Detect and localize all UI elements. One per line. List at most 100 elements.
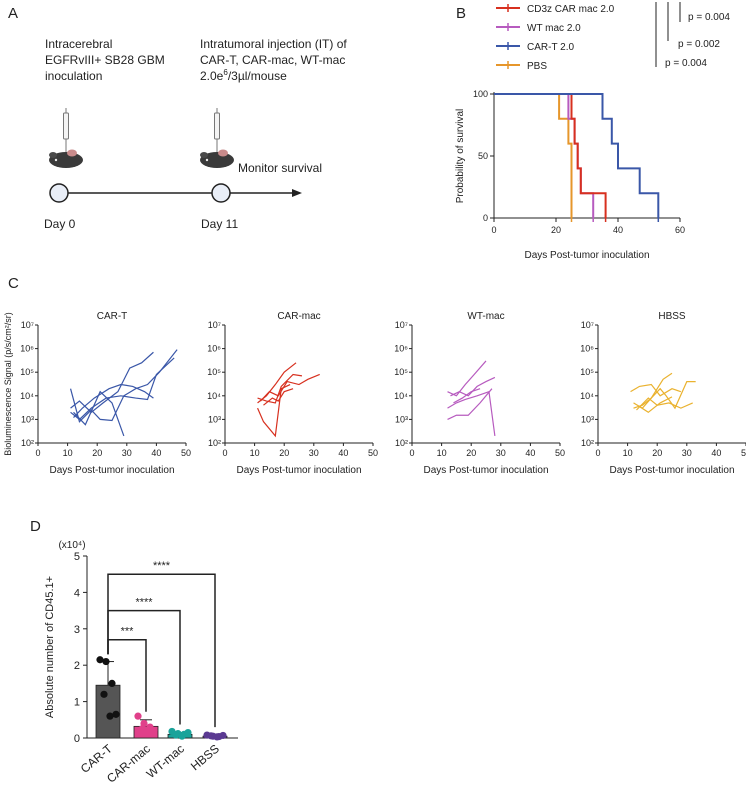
survival-curve-pbs <box>494 93 573 218</box>
schematic-left-text: Intracerebral EGFRvIII+ SB28 GBM inocula… <box>45 37 165 83</box>
significance-label: *** <box>121 626 135 638</box>
y-tick-label: 10⁷ <box>395 320 408 330</box>
significance-bracket <box>107 573 216 728</box>
schematic-left-line: inoculation <box>45 69 102 83</box>
x-tick-label: 10 <box>63 448 73 458</box>
x-tick-label: 0 <box>409 448 414 458</box>
survival-curve-carmac <box>494 93 607 218</box>
x-tick-label: 40 <box>151 448 161 458</box>
x-axis-label: Days Post-tumor inoculation <box>609 465 734 476</box>
x-tick-label: 50 <box>555 448 565 458</box>
y-tick-label: 4 <box>74 587 80 599</box>
bli-series-line <box>70 357 175 421</box>
pvalue-label: p = 0.004 <box>665 58 707 69</box>
dose-main: 2.0e <box>200 69 224 83</box>
bli-plot-wtmac: 0 10 20 30 40 50 10² 10³ 10⁴ 10⁵ 10⁶ 10⁷ WT-mac Days … <box>394 311 565 476</box>
legend-label: CD3z CAR mac 2.0 <box>527 4 615 15</box>
y-tick-label: 10³ <box>581 414 594 424</box>
bli-series-line <box>73 383 154 418</box>
y-tick-label: 3 <box>74 624 80 636</box>
bli-series-line <box>633 380 696 410</box>
bli-series-line <box>69 349 178 423</box>
plot-title: CAR-mac <box>277 311 320 322</box>
data-point <box>207 732 215 740</box>
y-axis-label: Probability of survival <box>455 109 466 203</box>
x-tick-label: 0 <box>595 448 600 458</box>
y-tick-label: 10² <box>395 438 408 448</box>
data-point <box>140 719 148 728</box>
x-tick-label: 0 <box>491 225 496 235</box>
day0-label: Day 0 <box>44 217 76 231</box>
x-axis-label: Days Post-tumor inoculation <box>49 465 174 476</box>
pvalue-label: p = 0.004 <box>688 12 730 23</box>
x-tick-label: 30 <box>122 448 132 458</box>
data-point <box>219 731 227 740</box>
bioluminescence-plots: 0 10 20 30 40 50 10² 10³ 10⁴ 10⁵ 10⁶ 10⁷ CAR-T Days P… <box>3 311 746 476</box>
bli-series-line <box>453 388 481 404</box>
y-tick-label: 10³ <box>208 414 221 424</box>
panel-label-b: B <box>456 5 466 22</box>
bli-series-line <box>257 383 291 438</box>
schematic-right-text: Intratumoral injection (IT) of CAR-T, CA… <box>200 37 347 83</box>
data-point <box>106 712 114 720</box>
x-tick-label: 50 <box>181 448 191 458</box>
y-tick-label: 10⁴ <box>207 391 221 401</box>
bli-plot-cart: 0 10 20 30 40 50 10² 10³ 10⁴ 10⁵ 10⁶ 10⁷ CAR-T Days P… <box>20 311 191 476</box>
bli-series-line <box>639 396 673 414</box>
y-tick-label: 10³ <box>395 414 408 424</box>
data-point <box>178 732 186 740</box>
y-axis-unit: (x10⁴) <box>58 540 85 551</box>
bli-series-line <box>73 390 125 437</box>
x-axis-label: Days Post-tumor inoculation <box>423 465 548 476</box>
y-tick-label: 10⁷ <box>208 320 221 330</box>
x-tick-label: 30 <box>309 448 319 458</box>
x-tick-label: 40 <box>525 448 535 458</box>
y-tick-label: 50 <box>478 151 488 161</box>
schematic-left-line: Intracerebral <box>45 37 112 51</box>
y-tick-label: 0 <box>74 733 80 745</box>
data-point <box>96 656 104 664</box>
timepoint-marker-day0 <box>49 183 69 203</box>
x-tick-label: 10 <box>437 448 447 458</box>
category-label: HBSS <box>188 742 222 774</box>
y-tick-label: 10⁶ <box>394 344 408 354</box>
bli-series-line <box>260 373 320 402</box>
syringe-icon <box>214 108 220 152</box>
schematic-left-line: EGFRvIII+ SB28 GBM <box>45 53 165 67</box>
schematic-dose: 2.0e6/3µl/mouse <box>200 68 287 83</box>
bli-series-line <box>447 360 487 397</box>
timepoint-marker-day11 <box>211 183 231 203</box>
survival-curve-cart <box>494 93 660 218</box>
x-tick-label: 30 <box>682 448 692 458</box>
y-tick-label: 10² <box>208 438 221 448</box>
data-point <box>100 690 108 698</box>
y-tick-label: 10⁷ <box>581 320 594 330</box>
y-tick-label: 10² <box>581 438 594 448</box>
data-point <box>102 657 110 666</box>
y-axis-label: Bioluminescence Signal (p/s/cm²/sr) <box>3 312 13 456</box>
panel-label-a: A <box>8 5 18 22</box>
data-point <box>134 712 142 720</box>
schematic-right-line: Intratumoral injection (IT) of <box>200 37 347 51</box>
survival-plot: 0 20 40 60 0 50 100 Days Post-tumor inoculation… <box>455 89 685 261</box>
x-tick-label: 40 <box>338 448 348 458</box>
x-tick-label: 50 <box>741 448 746 458</box>
y-tick-label: 10⁶ <box>580 344 594 354</box>
bli-plot-hbss: 0 10 20 30 40 50 10² 10³ 10⁴ 10⁵ 10⁶ 10⁷ HBSS Days Po… <box>580 311 746 476</box>
y-tick-label: 10⁴ <box>20 391 34 401</box>
monitor-survival-label: Monitor survival <box>238 161 322 175</box>
x-tick-label: 20 <box>279 448 289 458</box>
legend-label: CAR-T 2.0 <box>527 42 574 53</box>
x-tick-label: 30 <box>496 448 506 458</box>
y-tick-label: 10⁴ <box>580 391 594 401</box>
x-tick-label: 20 <box>466 448 476 458</box>
legend-label: WT mac 2.0 <box>527 23 581 34</box>
y-tick-label: 10⁵ <box>580 367 594 377</box>
x-tick-label: 10 <box>623 448 633 458</box>
x-axis-label: Days Post-tumor inoculation <box>236 465 361 476</box>
panel-label-c: C <box>8 275 19 292</box>
y-axis-label: Absolute number of CD45.1+ <box>44 576 56 718</box>
data-point <box>213 733 221 741</box>
x-tick-label: 20 <box>92 448 102 458</box>
mouse-head-icon <box>49 149 83 168</box>
